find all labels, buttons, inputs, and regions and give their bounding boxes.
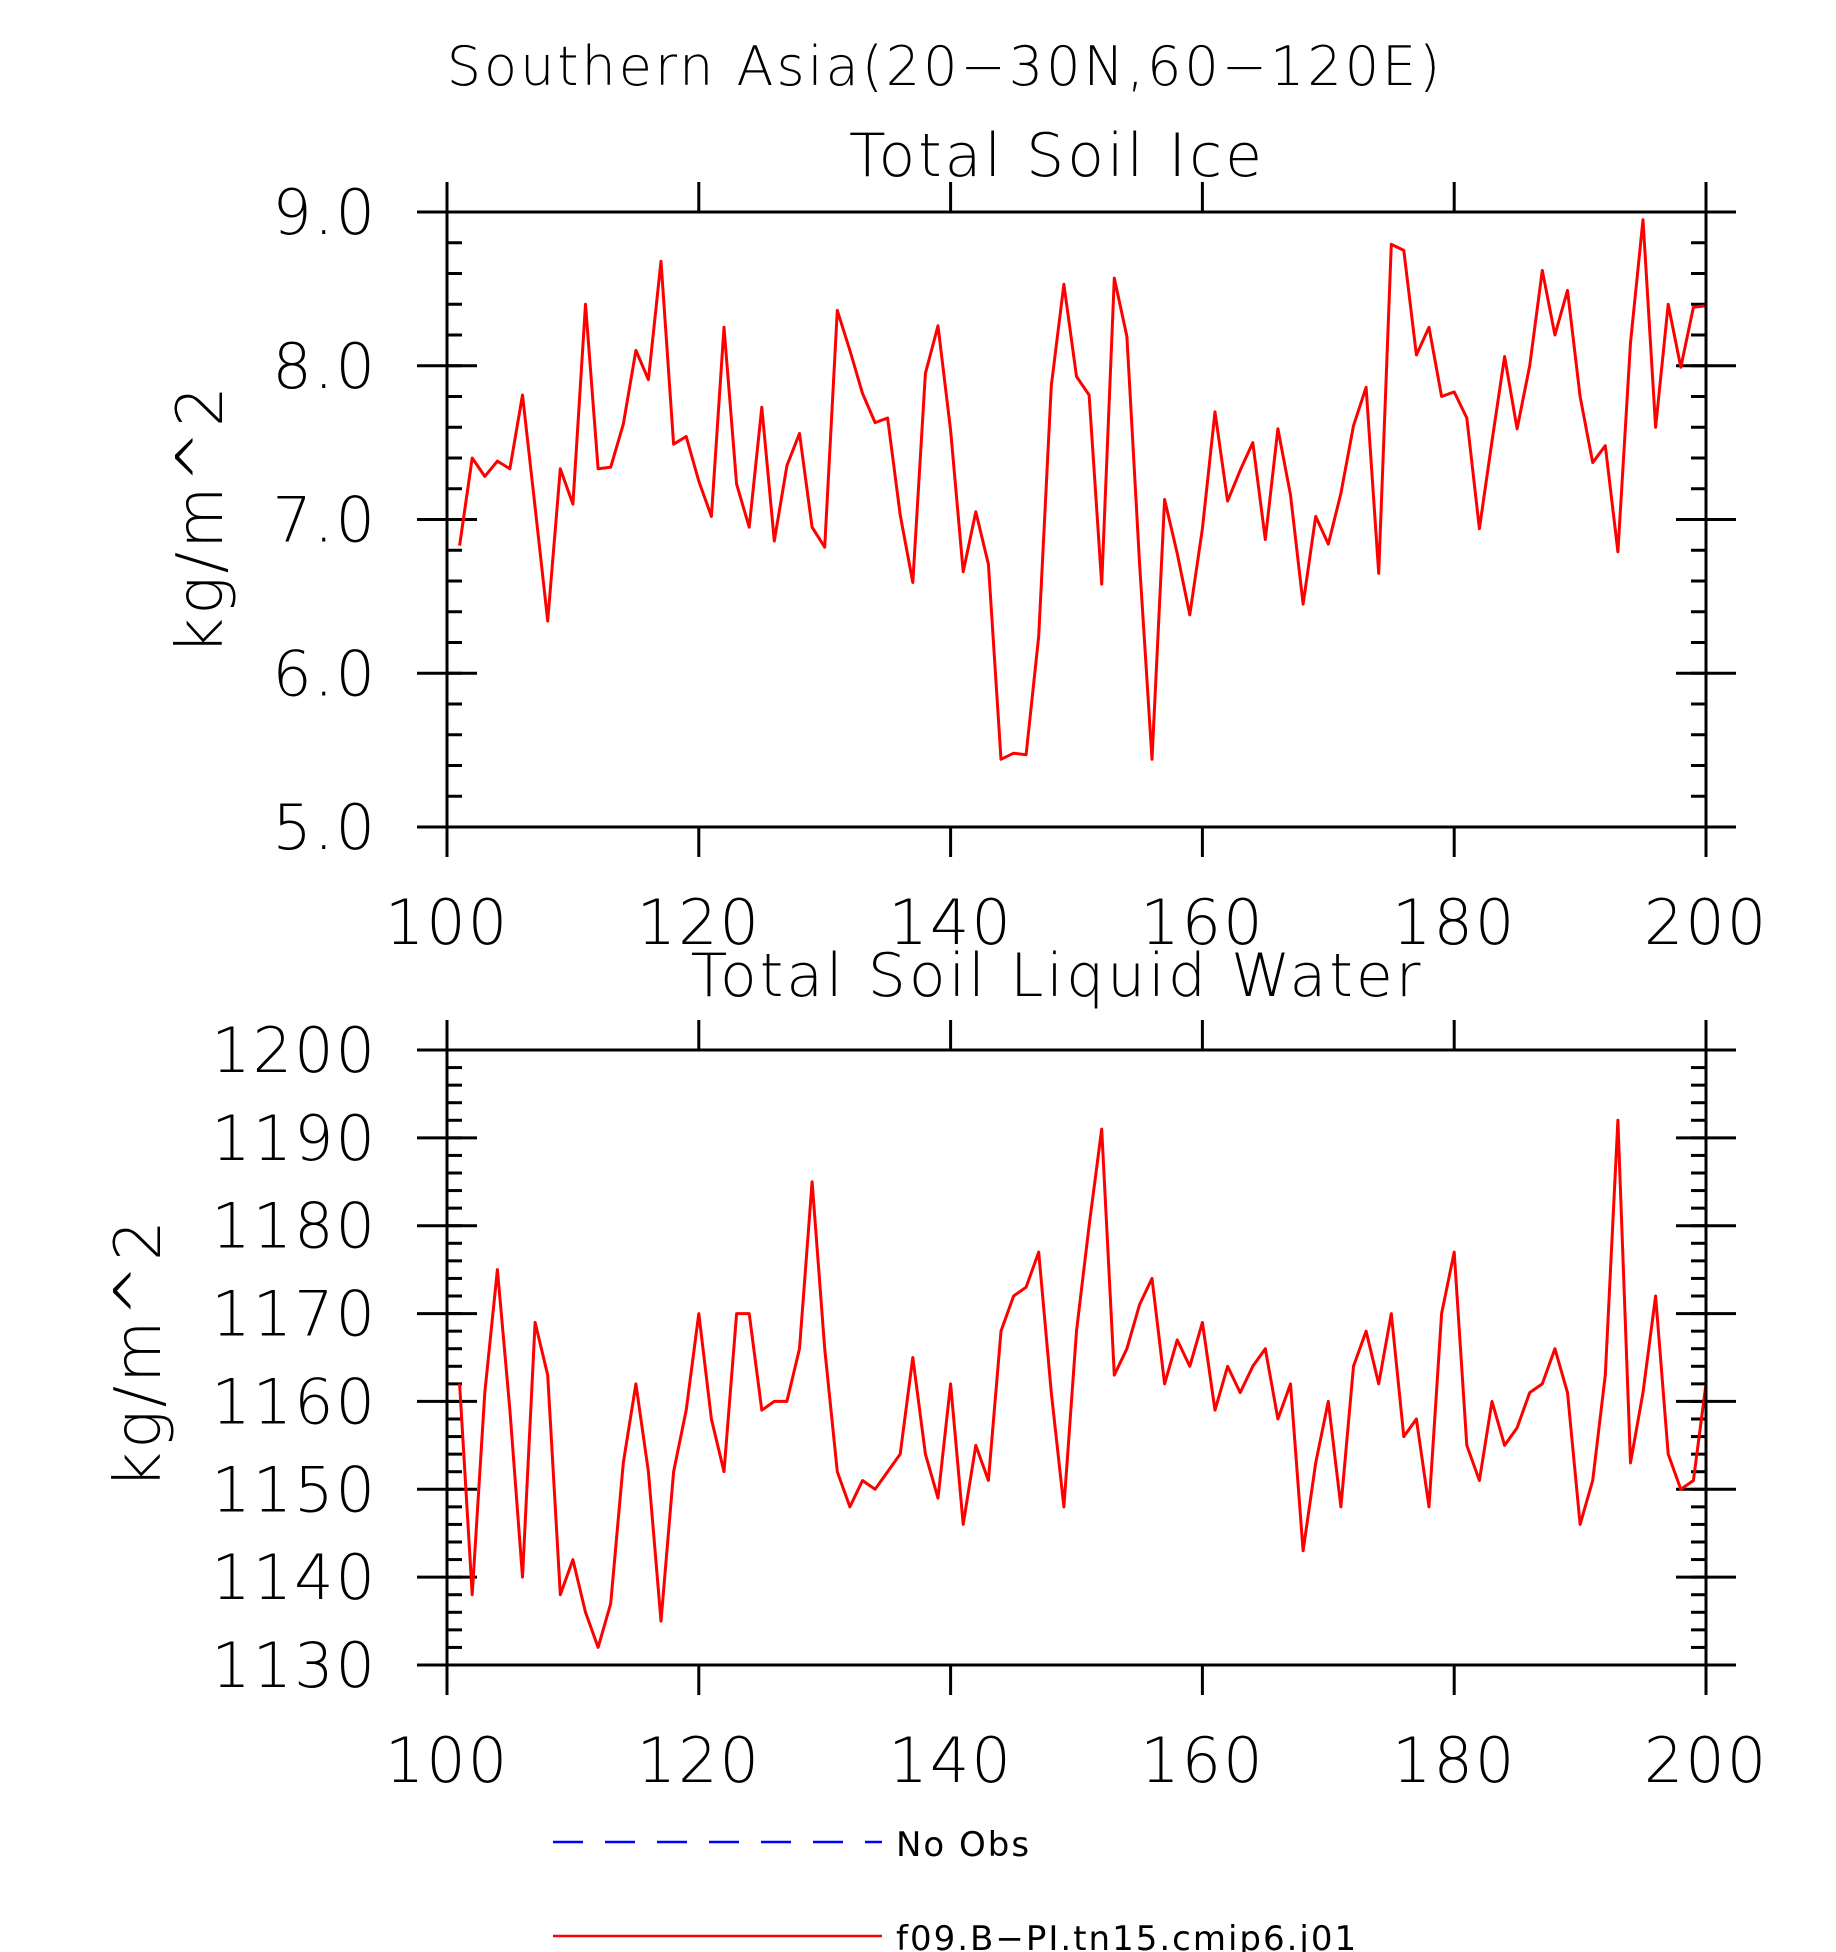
y-axis-label-soil-liquid-water: kg/m^2 [102,1217,176,1489]
series-line-soil-ice [458,218,1707,761]
y-axis-label-soil-ice: kg/m^2 [164,383,238,655]
y-tick-label-soil-ice: 7.0 [272,484,377,557]
figure-title: Southern Asia(20−30N,60−120E) [447,35,1443,98]
x-tick-label-soil-liquid-water: 120 [637,1724,761,1797]
legend-label-obs: No Obs [896,1825,1031,1865]
x-tick-label-soil-ice: 140 [888,886,1012,959]
x-tick-label-soil-liquid-water: 180 [1392,1724,1516,1797]
x-tick-label-soil-ice: 100 [385,886,509,959]
panel-title-soil-liquid-water: Total Soil Liquid Water [691,941,1424,1011]
axis-ticks-soil-liquid-water [417,1020,1736,1695]
x-tick-label-soil-liquid-water: 100 [385,1724,509,1797]
y-tick-label-soil-liquid-water: 1180 [211,1190,377,1263]
y-tick-label-soil-liquid-water: 1160 [211,1365,377,1438]
x-tick-label-soil-liquid-water: 160 [1140,1724,1264,1797]
x-tick-label-soil-ice: 180 [1392,886,1516,959]
plot-frame-soil-liquid-water [445,1048,1708,1667]
legend: No Obs f09.B−PI.tn15.cmip6.j01 [553,1825,1358,1952]
x-tick-label-soil-ice: 160 [1140,886,1264,959]
y-tick-label-soil-ice: 8.0 [272,330,377,403]
y-tick-label-soil-ice: 5.0 [272,791,377,864]
plot-frame-soil-ice [445,210,1708,829]
panel-title-soil-ice: Total Soil Ice [849,121,1265,191]
y-tick-label-soil-ice: 9.0 [272,176,377,249]
x-tick-label-soil-ice: 200 [1644,886,1768,959]
axis-ticks-soil-ice [417,182,1736,857]
y-tick-label-soil-liquid-water: 1170 [211,1278,377,1351]
chart-panel-soil-liquid-water: Total Soil Liquid Water kg/m^2 100 120 140… [102,941,1768,1797]
x-tick-label-soil-liquid-water: 140 [888,1724,1012,1797]
series-line-soil-liquid-water [458,1118,1708,1649]
legend-label-model: f09.B−PI.tn15.cmip6.j01 [896,1919,1358,1952]
chart-panel-soil-ice: Total Soil Ice kg/m^2 100 120 140 160 180 200… [164,121,1768,959]
x-tick-label-soil-liquid-water: 200 [1644,1724,1768,1797]
y-tick-label-soil-liquid-water: 1200 [211,1014,377,1087]
y-tick-label-soil-liquid-water: 1140 [211,1541,377,1614]
legend-item-model: f09.B−PI.tn15.cmip6.j01 [553,1919,1358,1952]
tick-labels-soil-ice: 100 120 140 160 180 200 5.0 6.0 7.0 8.0 9.0 [272,176,1768,959]
x-tick-label-soil-ice: 120 [637,886,761,959]
y-tick-label-soil-ice: 6.0 [272,637,377,710]
plot-area-soil-ice [458,218,1707,761]
y-tick-label-soil-liquid-water: 1130 [211,1629,377,1702]
y-tick-label-soil-liquid-water: 1150 [211,1453,377,1526]
y-tick-label-soil-liquid-water: 1190 [211,1102,377,1175]
plot-area-soil-liquid-water [458,1118,1708,1649]
tick-labels-soil-liquid-water: 100 120 140 160 180 200 1130 1140 1150 1160 1170 11… [211,1014,1768,1797]
legend-item-obs: No Obs [553,1825,1031,1865]
